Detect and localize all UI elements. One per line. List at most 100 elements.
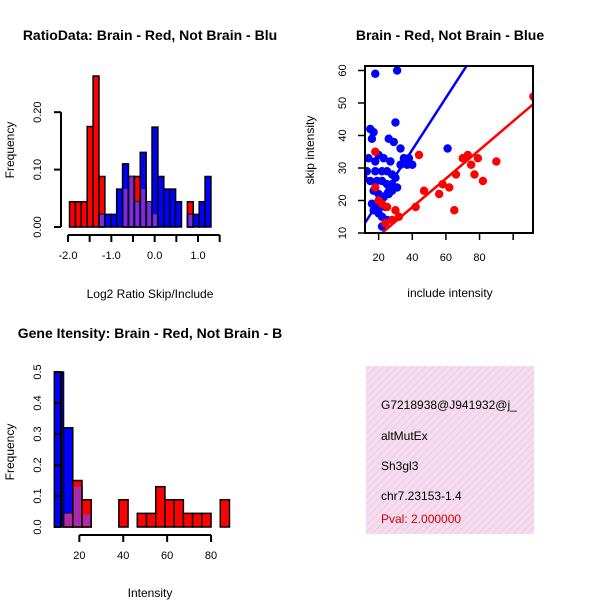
red-scatter-point bbox=[371, 183, 380, 192]
blue-histogram-bar bbox=[110, 213, 118, 228]
gene-name-text: Sh3gl3 bbox=[381, 459, 419, 473]
red-histogram-bar bbox=[118, 498, 129, 528]
scatter-plot-frame bbox=[364, 65, 534, 234]
blue-histogram-bar bbox=[115, 188, 124, 228]
red-histogram-bar bbox=[136, 512, 148, 528]
blue-scatter-point bbox=[369, 128, 378, 137]
overlap-histogram-bar bbox=[129, 176, 134, 226]
y-tick-label: 0.1 bbox=[32, 488, 44, 503]
intensity-histogram-xlabel: Intensity bbox=[128, 586, 173, 600]
x-tick-label: 20 bbox=[373, 252, 385, 264]
blue-scatter-point bbox=[365, 154, 373, 163]
red-scatter-point bbox=[394, 212, 404, 221]
blue-scatter-point bbox=[366, 176, 375, 186]
red-histogram-bar bbox=[164, 498, 175, 528]
overlap-histogram-bar bbox=[188, 214, 193, 226]
x-tick-label: 40 bbox=[117, 550, 129, 562]
red-scatter-point bbox=[371, 147, 380, 156]
red-scatter-point bbox=[381, 219, 390, 228]
blue-histogram-bar bbox=[62, 427, 74, 528]
y-tick-label: 0.00 bbox=[32, 216, 44, 237]
blue-scatter-point bbox=[367, 134, 377, 143]
y-tick-label: 0.2 bbox=[32, 457, 44, 472]
blue-histogram-bar bbox=[204, 175, 212, 228]
intensity-scatter-panel: Brain - Red, Not Brain - Blue 20 40 60 80 10… bbox=[303, 27, 544, 300]
intensity-histogram-axes: 20 40 60 80 0.0 0.1 0.2 0.3 0.4 0.5 bbox=[32, 364, 217, 562]
overlap-histogram-bar bbox=[135, 201, 140, 226]
blue-histogram-bar bbox=[192, 213, 200, 228]
red-scatter-point bbox=[470, 170, 479, 179]
blue-scatter-point bbox=[392, 66, 402, 75]
y-tick-label: 20 bbox=[337, 194, 349, 206]
red-scatter-point bbox=[451, 170, 461, 179]
blue-histogram-bar bbox=[53, 371, 65, 528]
red-scatter-point bbox=[434, 189, 444, 199]
y-tick-label: 0.4 bbox=[32, 395, 44, 410]
intensity-scatter-xlabel: include intensity bbox=[407, 286, 492, 300]
intensity-histogram-bars bbox=[53, 371, 231, 528]
blue-histogram-bar bbox=[151, 126, 159, 228]
x-tick-label: 20 bbox=[73, 550, 85, 562]
intensity-histogram-ylabel: Frequency bbox=[3, 424, 17, 481]
x-tick-label: 60 bbox=[161, 550, 173, 562]
blue-scatter-point bbox=[396, 144, 405, 153]
overlap-histogram-bar bbox=[123, 189, 128, 226]
y-tick-label: 0.5 bbox=[32, 364, 44, 379]
intensity-histogram-title: Gene Itensity: Brain - Red, Not Brain - … bbox=[18, 325, 282, 341]
red-scatter-point bbox=[382, 202, 392, 212]
ratio-histogram-xlabel: Log2 Ratio Skip/Include bbox=[87, 287, 214, 301]
x-tick-label: 80 bbox=[205, 550, 217, 562]
red-histogram-bar bbox=[154, 485, 166, 528]
y-tick-label: 0.10 bbox=[32, 159, 44, 180]
red-scatter-point bbox=[387, 215, 397, 225]
overlap-histogram-bar bbox=[153, 214, 157, 226]
red-scatter-point bbox=[492, 157, 501, 166]
blue-scatter-point bbox=[387, 186, 397, 195]
red-scatter-point bbox=[450, 206, 459, 215]
blue-histogram-bar bbox=[174, 200, 183, 228]
red-histogram-bar bbox=[68, 200, 77, 228]
x-tick-label: 80 bbox=[473, 252, 485, 264]
red-histogram-bar bbox=[145, 512, 157, 528]
red-scatter-point bbox=[414, 150, 424, 160]
x-tick-label: 60 bbox=[440, 252, 452, 264]
blue-scatter-point bbox=[404, 154, 414, 163]
overlap-histogram-bar bbox=[99, 214, 104, 226]
red-scatter-point bbox=[466, 160, 476, 169]
y-tick-label: 0.20 bbox=[32, 101, 44, 122]
ratio-histogram-title: RatioData: Brain - Red, Not Brain - Blu bbox=[23, 27, 277, 43]
x-tick-label: 1.0 bbox=[190, 250, 205, 262]
intensity-scatter-axes: 20 40 60 80 10 20 30 40 50 60 bbox=[337, 64, 534, 264]
y-tick-label: 0.0 bbox=[32, 519, 44, 534]
overlap-histogram-bar bbox=[73, 486, 81, 526]
blue-scatter-point bbox=[391, 173, 400, 182]
blue-histogram-bar bbox=[168, 188, 177, 228]
red-histogram-bar bbox=[86, 125, 94, 228]
blue-scatter-point bbox=[371, 157, 380, 166]
probe-id-text: G7218938@J941932@j_ bbox=[381, 398, 517, 412]
blue-histogram-bar bbox=[198, 200, 206, 228]
blue-scatter-point bbox=[386, 157, 395, 166]
info-panel-background bbox=[366, 366, 534, 534]
x-tick-label: 40 bbox=[406, 252, 418, 264]
red-fit-line bbox=[381, 102, 533, 233]
blue-scatter-point bbox=[408, 160, 417, 169]
overlap-histogram-bar bbox=[64, 513, 72, 526]
intensity-scatter-ylabel: skip intensity bbox=[303, 116, 317, 185]
blue-histogram-bar bbox=[104, 213, 112, 228]
overlap-histogram-bar bbox=[147, 201, 152, 226]
blue-scatter-point bbox=[371, 69, 380, 78]
scatter-content bbox=[365, 66, 533, 233]
red-histogram-bar bbox=[80, 200, 88, 228]
red-scatter-point bbox=[463, 150, 472, 160]
y-tick-label: 40 bbox=[337, 129, 349, 141]
y-tick-label: 50 bbox=[337, 97, 349, 109]
red-histogram-bar bbox=[81, 498, 92, 528]
info-panel: G7218938@J941932@j_ altMutEx Sh3gl3 chr7… bbox=[366, 366, 534, 534]
intensity-scatter-title: Brain - Red, Not Brain - Blue bbox=[356, 27, 544, 43]
red-scatter-point bbox=[478, 176, 488, 186]
red-histogram-bar bbox=[219, 498, 231, 528]
red-scatter-point bbox=[473, 154, 483, 163]
red-scatter-point bbox=[445, 183, 454, 192]
